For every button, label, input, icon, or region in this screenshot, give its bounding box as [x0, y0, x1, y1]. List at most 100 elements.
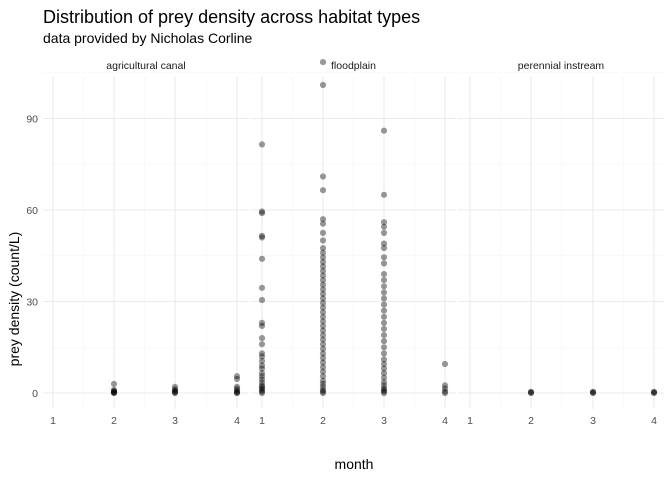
data-point: [319, 229, 327, 236]
data-point: [319, 332, 327, 339]
data-point: [380, 338, 388, 345]
data-point: [380, 382, 388, 389]
data-point: [319, 220, 327, 227]
data-point: [380, 350, 388, 357]
x-tick-label: 3: [590, 415, 596, 427]
data-point: [441, 382, 449, 389]
data-point: [319, 373, 327, 380]
data-point: [319, 295, 327, 302]
data-point: [380, 219, 388, 226]
data-point: [171, 388, 179, 395]
data-point: [319, 245, 327, 252]
data-point: [258, 357, 266, 365]
data-point: [319, 368, 327, 375]
data-point: [380, 379, 388, 386]
data-point: [380, 127, 388, 134]
data-point: [380, 240, 388, 247]
data-point: [258, 383, 266, 390]
data-point: [258, 350, 266, 357]
facet-floodplain: floodplain 1 2 3 4: [251, 59, 456, 427]
data-point: [258, 296, 266, 304]
data-point: [110, 387, 118, 394]
data-point: [589, 388, 597, 395]
data-point: [319, 380, 327, 387]
data-point: [233, 375, 241, 383]
data-point: [319, 59, 327, 66]
x-axis-title: month: [335, 456, 374, 472]
data-point: [380, 191, 388, 198]
data-point: [319, 327, 327, 334]
data-point: [319, 237, 327, 244]
data-point: [441, 360, 449, 368]
data-point: [380, 260, 388, 267]
data-point: [319, 272, 327, 279]
data-point: [233, 385, 241, 392]
data-point: [380, 301, 388, 308]
data-point: [171, 386, 179, 393]
data-point: [258, 365, 266, 372]
data-point: [319, 322, 327, 329]
data-point: [319, 354, 327, 361]
y-tick-label: 60: [26, 205, 38, 217]
data-point: [650, 389, 658, 397]
facet-label: agricultural canal: [106, 60, 185, 72]
data-point: [380, 370, 388, 377]
data-point: [380, 389, 388, 397]
facet-agricultural-canal: agricultural canal 1 2 3 4: [43, 60, 249, 427]
x-tick-label: 2: [111, 415, 117, 427]
data-point: [258, 388, 266, 395]
data-point: [233, 387, 241, 394]
data-point: [319, 81, 327, 89]
data-point: [380, 289, 388, 296]
data-point: [110, 386, 118, 393]
data-point: [319, 318, 327, 325]
data-point: [380, 332, 388, 339]
data-point: [258, 376, 266, 383]
data-point: [258, 379, 266, 386]
data-point: [380, 223, 388, 230]
data-point: [380, 325, 388, 332]
data-point: [319, 254, 327, 261]
data-point: [380, 307, 388, 314]
data-point: [258, 319, 266, 326]
data-point: [319, 258, 327, 265]
data-point: [380, 360, 388, 368]
data-point: [258, 322, 266, 329]
data-point: [258, 353, 266, 360]
data-point: [258, 373, 266, 380]
data-point: [319, 359, 327, 366]
data-point: [258, 232, 266, 239]
data-point: [589, 389, 597, 397]
x-tick-label: 4: [442, 415, 448, 427]
data-point: [380, 277, 388, 284]
data-point: [589, 389, 597, 396]
data-point: [171, 389, 179, 397]
data-point: [319, 389, 327, 397]
facet-perennial-instream: perennial instream 1 2 3 4: [458, 60, 664, 427]
data-point: [527, 389, 535, 397]
data-point: [258, 389, 266, 397]
data-point: [258, 362, 266, 369]
data-point: [380, 229, 388, 236]
data-point: [258, 255, 266, 262]
data-point: [380, 254, 388, 261]
data-point: [380, 295, 388, 302]
y-tick-label: 90: [26, 114, 38, 126]
data-point: [233, 383, 241, 390]
x-tick-label: 3: [381, 415, 387, 427]
data-point: [380, 344, 388, 351]
y-tick-label: 0: [32, 388, 38, 400]
data-point: [650, 389, 658, 396]
data-point: [258, 284, 266, 291]
data-point: [233, 373, 241, 380]
data-point: [319, 277, 327, 284]
data-point: [233, 389, 241, 397]
data-point: [319, 281, 327, 288]
data-point: [258, 382, 266, 389]
data-point: [319, 388, 327, 395]
data-point: [380, 245, 388, 252]
x-tick-label: 2: [528, 415, 534, 427]
data-point: [258, 370, 266, 377]
data-point: [319, 187, 327, 194]
